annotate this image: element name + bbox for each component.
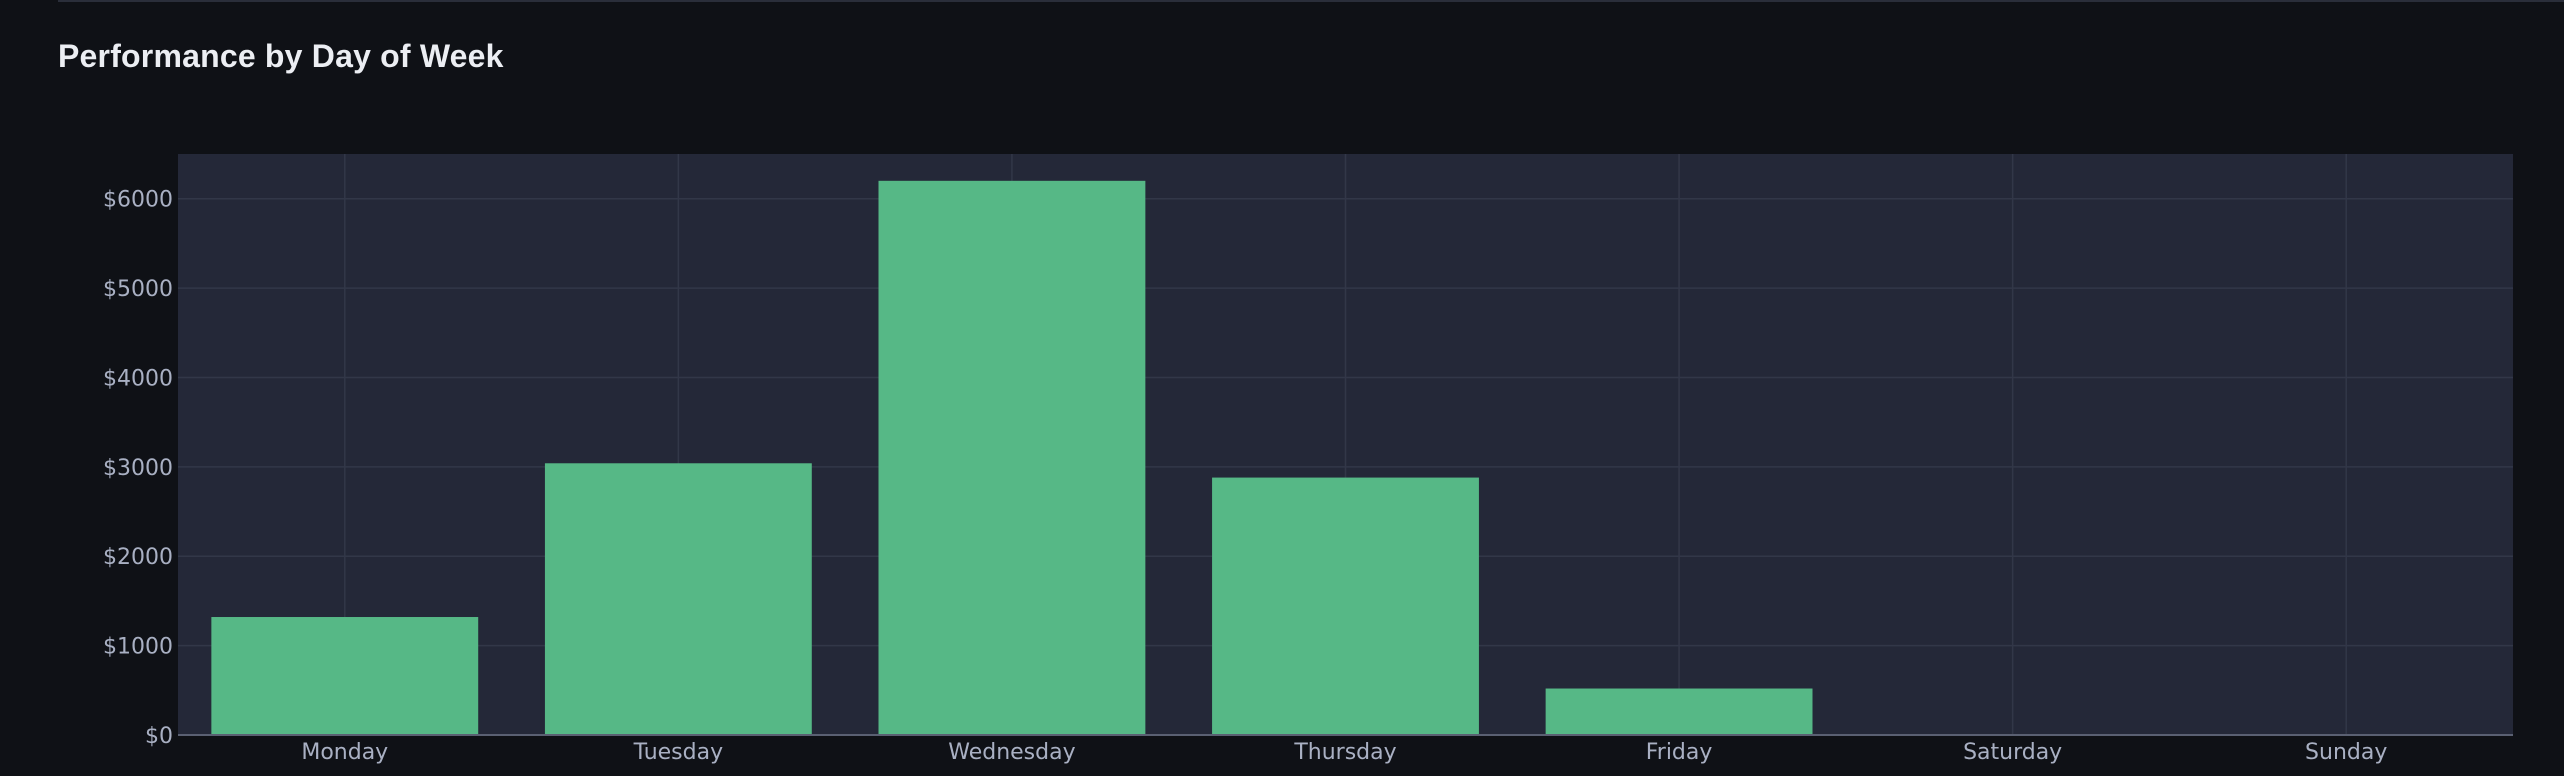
x-tick-label: Sunday — [2305, 740, 2387, 765]
x-tick-label: Thursday — [1293, 740, 1396, 765]
x-tick-label: Saturday — [1963, 740, 2062, 765]
y-tick-label: $1000 — [103, 635, 173, 660]
bar-thursday[interactable] — [1212, 477, 1479, 735]
x-tick-label: Friday — [1646, 740, 1713, 765]
x-axis-ticks: Monday Tuesday Wednesday Thursday Friday Satu… — [301, 740, 2387, 765]
y-tick-label: $4000 — [103, 366, 173, 391]
bars — [211, 180, 1813, 736]
bar-monday[interactable] — [211, 617, 479, 735]
chart-title: Performance by Day of Week — [58, 38, 504, 74]
x-tick-label: Monday — [301, 740, 388, 765]
y-axis-ticks: $0 $1000 $2000 $3000 $4000 $5000 $6000 — [103, 188, 173, 749]
y-tick-label: $2000 — [103, 545, 173, 570]
bar-wednesday[interactable] — [878, 180, 1146, 736]
x-tick-label: Wednesday — [948, 740, 1075, 765]
y-tick-label: $5000 — [103, 277, 173, 302]
bar-friday[interactable] — [1545, 688, 1813, 735]
y-tick-label: $0 — [145, 724, 173, 749]
x-tick-label: Tuesday — [633, 740, 724, 765]
panel-divider — [58, 0, 2564, 2]
y-tick-label: $6000 — [103, 188, 173, 213]
bar-tuesday[interactable] — [544, 463, 812, 735]
y-tick-label: $3000 — [103, 456, 173, 481]
